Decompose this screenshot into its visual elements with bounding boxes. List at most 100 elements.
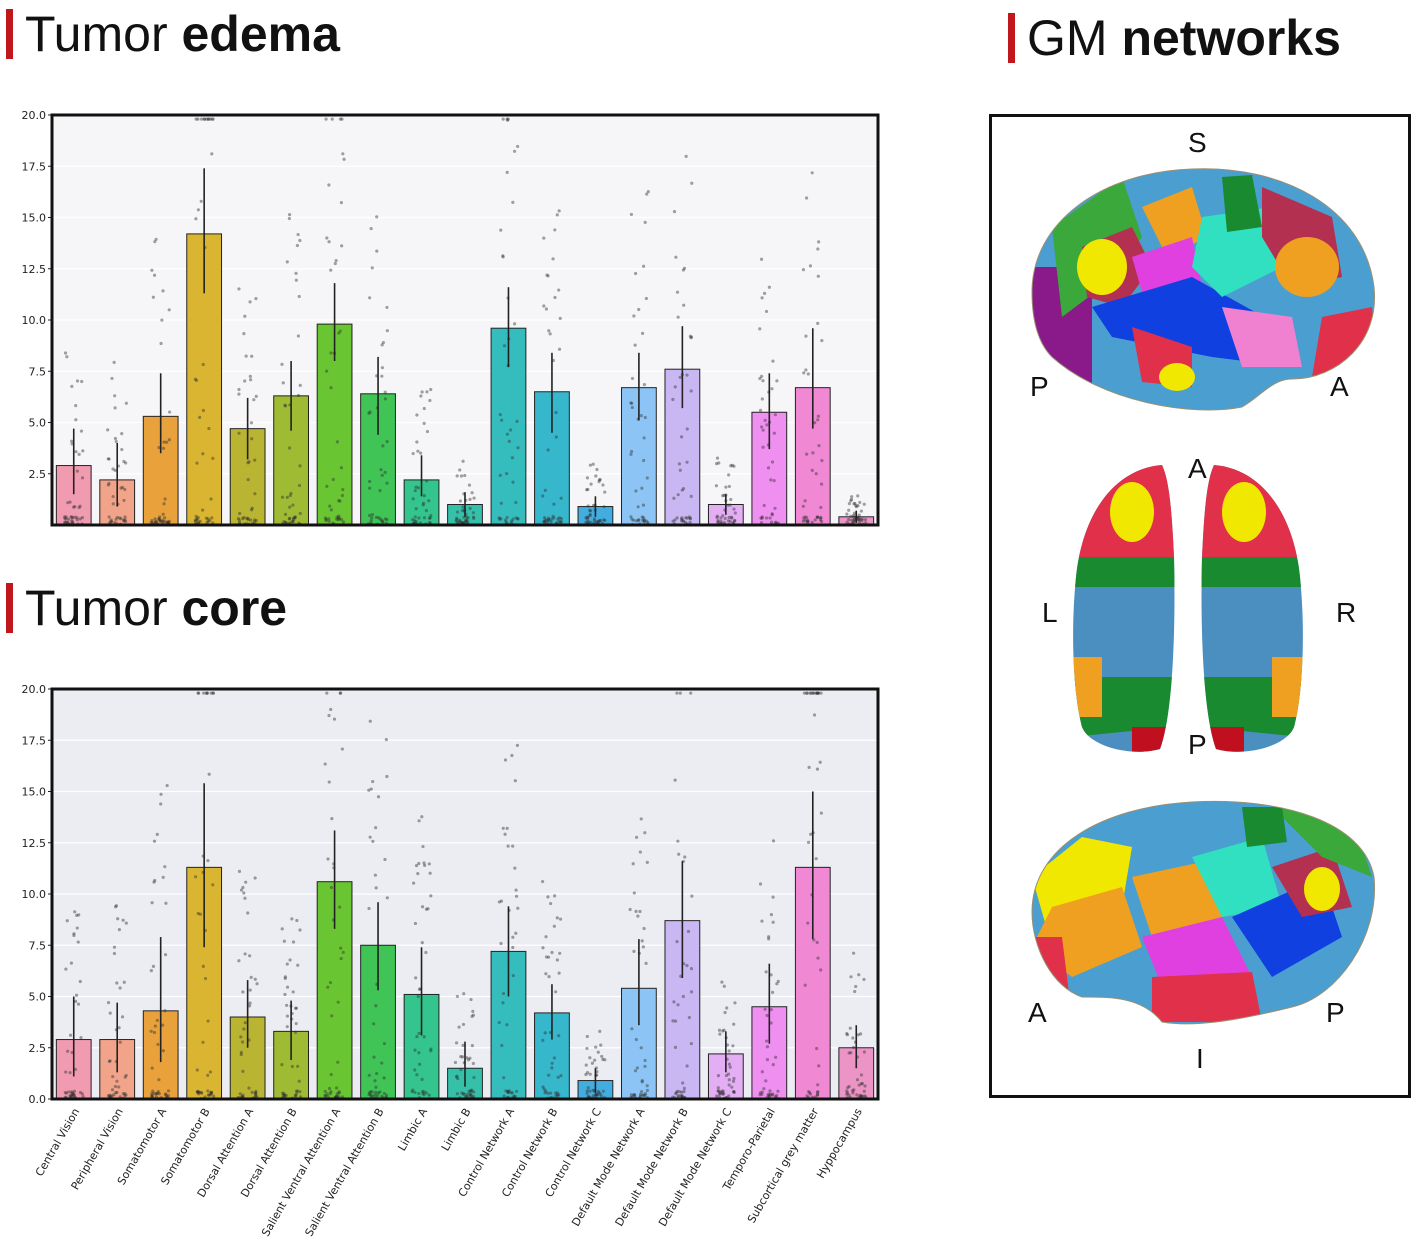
- data-point: [153, 878, 157, 883]
- data-point: [468, 1092, 472, 1096]
- data-point: [195, 1090, 200, 1094]
- orient-a-label: A: [1188, 453, 1207, 484]
- data-point: [559, 1074, 563, 1078]
- data-point: [288, 516, 292, 520]
- data-point: [630, 449, 634, 454]
- data-point: [124, 519, 128, 524]
- data-point: [66, 501, 70, 505]
- data-point: [819, 516, 823, 520]
- data-point: [375, 1094, 379, 1098]
- data-point: [558, 917, 563, 921]
- data-point: [330, 117, 334, 121]
- data-point: [819, 811, 823, 815]
- data-point: [591, 1088, 595, 1092]
- data-point: [512, 1094, 516, 1098]
- data-point: [727, 1049, 731, 1053]
- data-point: [412, 881, 416, 885]
- data-point: [153, 1024, 157, 1028]
- data-point: [501, 991, 506, 996]
- data-point: [237, 431, 241, 435]
- data-point: [470, 491, 474, 495]
- data-point: [720, 980, 724, 984]
- data-point: [554, 990, 558, 994]
- data-point: [117, 1026, 121, 1030]
- data-point: [847, 508, 851, 512]
- data-point: [80, 476, 85, 480]
- data-point: [642, 458, 646, 463]
- data-point: [152, 1030, 157, 1035]
- data-point: [242, 891, 246, 895]
- data-point: [463, 473, 467, 478]
- data-point: [113, 1084, 118, 1089]
- data-point: [381, 340, 385, 345]
- data-point: [771, 895, 775, 899]
- data-point: [730, 463, 734, 467]
- data-point: [549, 517, 554, 521]
- data-point: [674, 1090, 678, 1095]
- data-point: [722, 1092, 726, 1096]
- data-point: [254, 518, 258, 523]
- data-point: [770, 387, 774, 391]
- data-point: [73, 1067, 78, 1072]
- data-point: [416, 449, 420, 453]
- data-point: [816, 1083, 820, 1087]
- data-point: [323, 1093, 327, 1098]
- data-point: [373, 1079, 377, 1083]
- data-point: [380, 473, 384, 477]
- data-point: [758, 408, 763, 412]
- data-point: [244, 354, 248, 358]
- data-point: [247, 1004, 252, 1008]
- data-point: [758, 327, 762, 331]
- data-point: [427, 499, 431, 503]
- data-point: [854, 984, 858, 989]
- data-point: [206, 117, 210, 121]
- data-point: [727, 515, 731, 520]
- data-point: [281, 1093, 285, 1097]
- data-point: [122, 518, 126, 522]
- data-point: [334, 258, 338, 263]
- data-point: [586, 515, 590, 519]
- data-point: [801, 504, 805, 508]
- data-point: [510, 456, 515, 460]
- data-point: [548, 332, 552, 336]
- data-point: [803, 515, 807, 519]
- data-point: [420, 390, 424, 394]
- data-point: [762, 503, 766, 508]
- data-point: [759, 374, 764, 378]
- data-point: [369, 519, 373, 523]
- data-point: [118, 516, 122, 520]
- data-point: [472, 496, 476, 500]
- data-point: [515, 743, 520, 747]
- data-point: [714, 484, 719, 488]
- data-point: [77, 505, 81, 510]
- data-point: [153, 240, 157, 244]
- data-point: [856, 494, 860, 498]
- data-point: [156, 1089, 160, 1094]
- data-point: [166, 1089, 171, 1093]
- data-point: [641, 945, 645, 949]
- data-point: [811, 691, 815, 695]
- data-point: [644, 961, 648, 966]
- data-point: [250, 1090, 254, 1094]
- data-point: [163, 520, 167, 524]
- data-point: [332, 717, 337, 721]
- data-point: [680, 1090, 684, 1094]
- data-point: [380, 343, 384, 347]
- data-point: [420, 815, 424, 819]
- data-point: [282, 939, 286, 943]
- data-point: [775, 1093, 779, 1098]
- data-point: [595, 467, 599, 472]
- data-point: [503, 518, 508, 522]
- data-point: [855, 1093, 859, 1097]
- data-point: [154, 519, 158, 524]
- data-point: [467, 483, 472, 487]
- data-point: [413, 489, 417, 493]
- data-point: [816, 274, 820, 278]
- data-point: [556, 1093, 560, 1097]
- data-point: [687, 515, 691, 519]
- data-point: [287, 216, 291, 221]
- data-point: [685, 516, 689, 520]
- data-point: [460, 1091, 464, 1095]
- data-point: [74, 993, 79, 997]
- data-point: [602, 518, 606, 522]
